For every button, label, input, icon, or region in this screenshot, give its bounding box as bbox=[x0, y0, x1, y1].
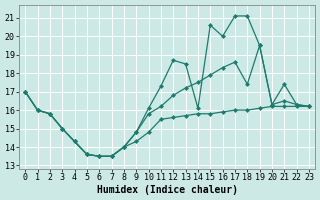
X-axis label: Humidex (Indice chaleur): Humidex (Indice chaleur) bbox=[97, 185, 237, 195]
